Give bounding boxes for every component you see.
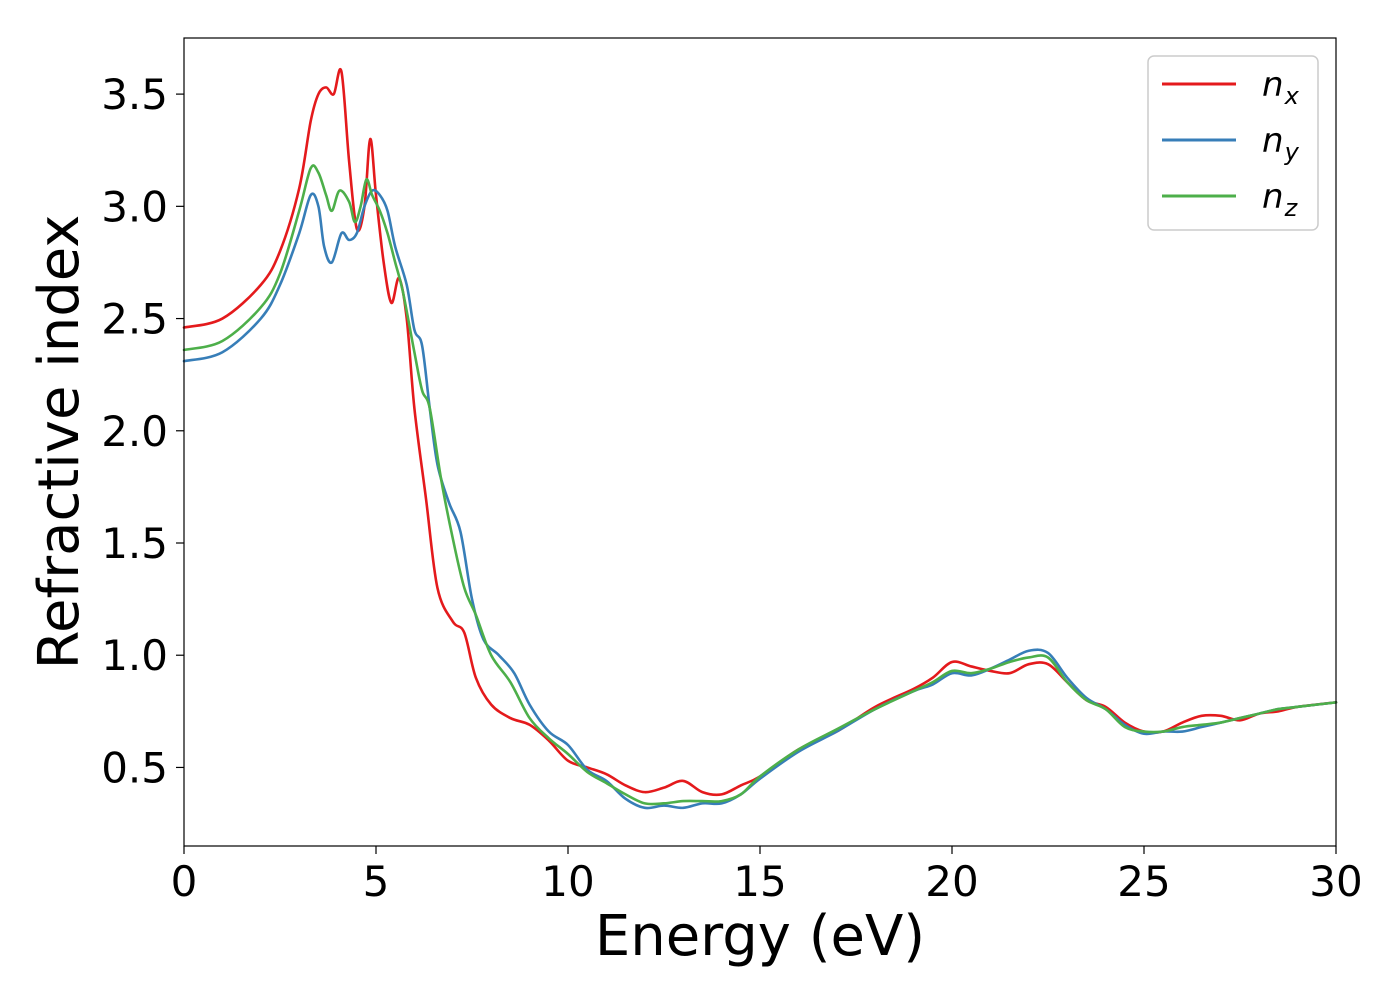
series-layer (182, 68, 1338, 810)
legend-label-x: nx (1262, 65, 1300, 110)
y-tick-label: 2.5 (101, 295, 168, 344)
x-tick-label: 0 (171, 857, 198, 906)
y-tick-label: 3.5 (101, 70, 168, 119)
x-tick-label: 25 (1117, 857, 1170, 906)
x-axis-label: Energy (eV) (595, 904, 925, 969)
x-tick-label: 15 (733, 857, 786, 906)
y-tick-label: 0.5 (101, 743, 168, 792)
x-tick-label: 5 (363, 857, 390, 906)
y-axis-label: Refractive index (27, 215, 92, 670)
legend-items: nx ny nz (1162, 65, 1300, 222)
y-tick-label: 1.0 (101, 631, 168, 680)
y-tick-label: 1.5 (101, 519, 168, 568)
legend: nx ny nz (1147, 55, 1319, 231)
x-tick-label: 30 (1309, 857, 1362, 906)
x-axis-ticks: 0 5 10 15 20 25 30 (171, 846, 1363, 906)
y-tick-label: 2.0 (101, 407, 168, 456)
legend-label-z: nz (1262, 177, 1299, 222)
x-tick-label: 10 (541, 857, 594, 906)
plot-background (184, 38, 1336, 846)
series-line-z (182, 164, 1338, 806)
series-line-x (182, 68, 1338, 797)
legend-label-y: ny (1262, 121, 1300, 166)
x-tick-label: 20 (925, 857, 978, 906)
legend-box (1147, 55, 1319, 231)
y-tick-label: 3.0 (101, 182, 168, 231)
y-axis-ticks: 0.5 1.0 1.5 2.0 2.5 3.0 3.5 (101, 70, 184, 792)
